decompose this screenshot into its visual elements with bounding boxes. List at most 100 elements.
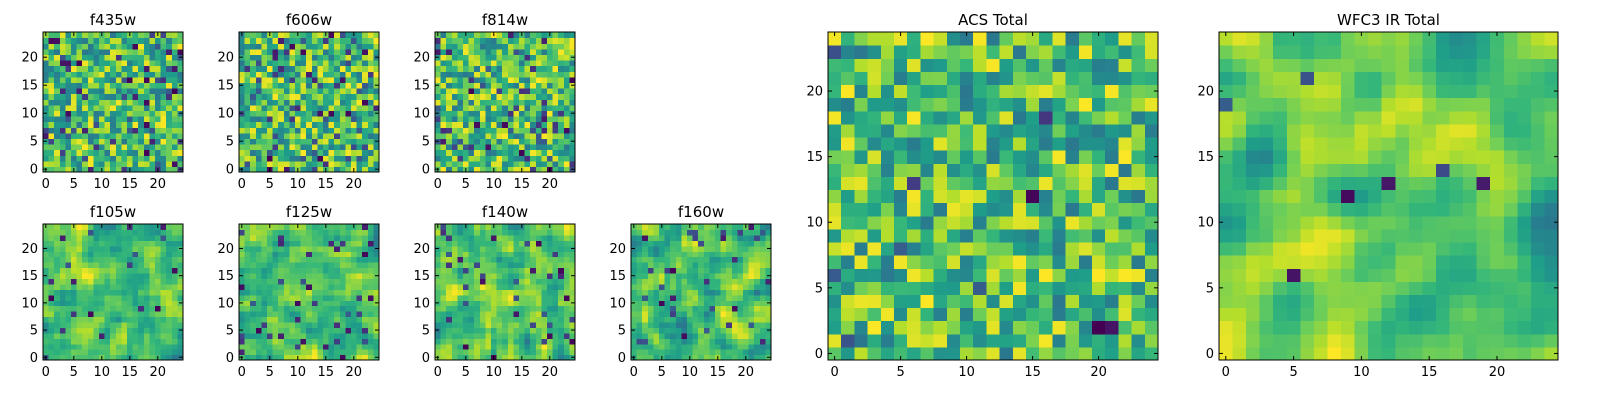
- heatmap-cell: [468, 43, 475, 50]
- heatmap-cell: [272, 60, 279, 67]
- heatmap-cell: [48, 321, 55, 328]
- heatmap-cell: [463, 93, 470, 100]
- heatmap-cell: [754, 229, 761, 236]
- heatmap-cell: [54, 262, 61, 269]
- heatmap-cell: [513, 149, 520, 156]
- heatmap-cell: [960, 228, 974, 243]
- heatmap-cell: [535, 229, 542, 236]
- heatmap-cell: [278, 160, 285, 167]
- heatmap-cell: [289, 224, 296, 231]
- heatmap-cell: [143, 127, 150, 134]
- heatmap-cell: [351, 283, 358, 290]
- heatmap-cell: [631, 332, 638, 339]
- heatmap-cell: [563, 132, 570, 139]
- heatmap-cell: [647, 272, 654, 279]
- heatmap-cell: [76, 160, 83, 167]
- heatmap-cell: [569, 121, 576, 128]
- heatmap-cell: [239, 71, 246, 78]
- heatmap-cell: [451, 138, 458, 145]
- heatmap-cell: [507, 121, 514, 128]
- heatmap-cell: [1131, 281, 1146, 295]
- heatmap-cell: [1092, 346, 1106, 361]
- heatmap-cell: [765, 267, 772, 274]
- heatmap-cell: [720, 272, 727, 279]
- heatmap-cell: [726, 327, 733, 334]
- heatmap-cell: [71, 121, 78, 128]
- heatmap-cell: [513, 104, 520, 111]
- heatmap-cell: [435, 240, 442, 247]
- heatmap-cell: [1052, 333, 1067, 348]
- heatmap-cell: [726, 245, 733, 252]
- heatmap-cell: [250, 127, 257, 134]
- heatmap-cell: [535, 278, 542, 285]
- heatmap-cell: [726, 294, 733, 301]
- heatmap-cell: [272, 127, 279, 134]
- heatmap-cell: [115, 256, 122, 263]
- heatmap-cell: [311, 283, 318, 290]
- heatmap-cell: [474, 93, 481, 100]
- heatmap-cell: [759, 338, 766, 345]
- heatmap-cell: [76, 32, 83, 39]
- heatmap-cell: [356, 138, 363, 145]
- heatmap-cell: [99, 116, 106, 123]
- heatmap-cell: [132, 332, 139, 339]
- heatmap-cell: [54, 65, 61, 72]
- heatmap-cell: [474, 132, 481, 139]
- heatmap-cell: [323, 343, 330, 350]
- heatmap-cell: [71, 262, 78, 269]
- heatmap-cell: [356, 104, 363, 111]
- heatmap-cell: [239, 88, 246, 95]
- heatmap-cell: [653, 229, 660, 236]
- heatmap-cell: [334, 343, 341, 350]
- heatmap-cell: [552, 144, 559, 151]
- heatmap-cell: [82, 234, 89, 241]
- heatmap-cell: [692, 321, 699, 328]
- heatmap-cell: [278, 132, 285, 139]
- heatmap-cell: [138, 65, 145, 72]
- heatmap-cell: [82, 251, 89, 258]
- heatmap-cell: [535, 93, 542, 100]
- heatmap-cell: [698, 311, 705, 318]
- heatmap-cell: [295, 267, 302, 274]
- heatmap-cell: [485, 240, 492, 247]
- heatmap-cell: [71, 60, 78, 67]
- heatmap-cell: [653, 343, 660, 350]
- heatmap-cell: [323, 338, 330, 345]
- heatmap-cell: [907, 320, 921, 335]
- heatmap-cell: [524, 32, 531, 39]
- heatmap-cell: [535, 234, 542, 241]
- heatmap-cell: [82, 149, 89, 156]
- heatmap-cell: [356, 305, 363, 312]
- heatmap-cell: [311, 289, 318, 296]
- heatmap-cell: [132, 160, 139, 167]
- heatmap-cell: [272, 65, 279, 72]
- heatmap-cell: [530, 272, 537, 279]
- heatmap-cell: [737, 300, 744, 307]
- heatmap-cell: [339, 256, 346, 263]
- heatmap-cell: [115, 32, 122, 39]
- heatmap-cell: [356, 338, 363, 345]
- heatmap-cell: [54, 43, 61, 50]
- heatmap-cell: [311, 343, 318, 350]
- heatmap-cell: [698, 262, 705, 269]
- heatmap-cell: [692, 354, 699, 361]
- heatmap-cell: [1118, 320, 1133, 335]
- heatmap-cell: [166, 138, 173, 145]
- heatmap-cell: [631, 251, 638, 258]
- heatmap-cell: [468, 65, 475, 72]
- heatmap-cell: [87, 327, 94, 334]
- heatmap-cell: [653, 300, 660, 307]
- heatmap-cell: [283, 144, 290, 151]
- heatmap-cell: [255, 354, 262, 361]
- heatmap-cell: [244, 272, 251, 279]
- heatmap-cell: [59, 65, 66, 72]
- heatmap-cell: [986, 255, 1001, 269]
- heatmap-cell: [48, 127, 55, 134]
- heatmap-cell: [278, 354, 285, 361]
- heatmap-cell: [104, 245, 111, 252]
- heatmap-cell: [440, 262, 447, 269]
- heatmap-cell: [451, 349, 458, 356]
- heatmap-cell: [828, 307, 842, 322]
- heatmap-cell: [43, 99, 50, 106]
- heatmap-cell: [339, 166, 346, 173]
